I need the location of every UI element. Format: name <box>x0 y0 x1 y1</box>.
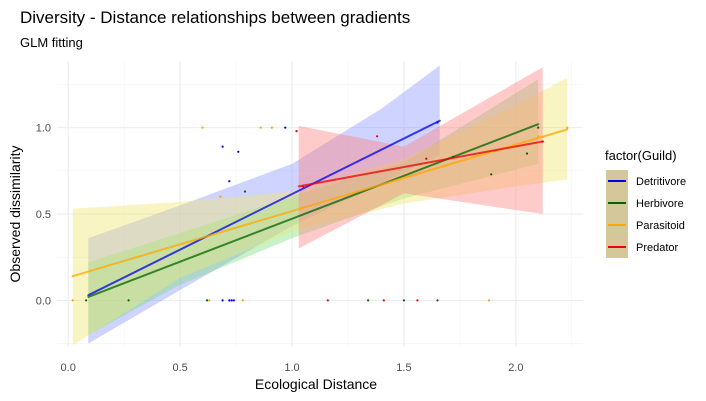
fit-line-parasitoid <box>71 128 569 278</box>
legend-item-detritivore: Detritivore <box>606 170 686 192</box>
ribbon-predator <box>298 67 543 249</box>
fit-lines <box>71 119 569 298</box>
point-predator <box>382 299 385 302</box>
x-tick-label: 2.0 <box>508 362 523 374</box>
legend-label-detritivore: Detritivore <box>636 176 686 188</box>
x-tick-label: 1.0 <box>284 362 299 374</box>
ribbon-detritivore <box>88 65 440 344</box>
point-detritivore <box>228 180 231 183</box>
point-parasitoid <box>219 195 222 198</box>
chart-subtitle: GLM fitting <box>20 35 83 50</box>
x-tick-label: 0.5 <box>172 362 187 374</box>
point-parasitoid <box>566 126 569 129</box>
y-axis-ticks: 0.0 0.5 1.0 <box>36 123 51 308</box>
y-tick-label: 0.0 <box>36 295 51 307</box>
point-herbivore <box>537 126 540 129</box>
point-predator <box>295 130 298 133</box>
point-herbivore <box>402 299 405 302</box>
x-tick-label: 1.5 <box>396 362 411 374</box>
point-detritivore <box>232 299 235 302</box>
ribbon-herbivore <box>88 79 539 335</box>
point-herbivore <box>127 299 130 302</box>
point-predator <box>425 157 428 160</box>
point-herbivore <box>525 152 529 155</box>
chart-title: Diversity - Distance relationships betwe… <box>20 8 410 27</box>
legend-item-herbivore: Herbivore <box>606 192 684 214</box>
legend: factor(Guild) Detritivore Herbivore Parasi… <box>605 148 686 258</box>
point-parasitoid <box>241 299 244 302</box>
legend-label-parasitoid: Parasitoid <box>636 220 685 232</box>
x-axis-title: Ecological Distance <box>255 376 377 392</box>
point-parasitoid <box>208 299 211 302</box>
point-parasitoid <box>270 126 273 129</box>
x-tick-label: 0.0 <box>61 362 76 374</box>
fit-line-detritivore <box>87 119 441 297</box>
point-predator <box>326 299 329 302</box>
point-herbivore <box>243 190 247 193</box>
legend-label-predator: Predator <box>636 242 679 254</box>
point-detritivore <box>230 299 233 302</box>
point-parasitoid <box>487 299 491 302</box>
legend-item-predator: Predator <box>606 236 679 258</box>
confidence-ribbons <box>72 65 568 346</box>
point-detritivore <box>221 299 224 302</box>
legend-title: factor(Guild) <box>605 148 677 163</box>
point-herbivore <box>205 299 209 302</box>
ribbon-parasitoid <box>72 77 568 346</box>
y-tick-label: 0.5 <box>36 209 51 221</box>
point-predator <box>416 299 419 302</box>
grid-minor <box>57 62 583 347</box>
point-herbivore <box>436 299 439 302</box>
point-detritivore <box>221 145 224 148</box>
point-parasitoid <box>71 299 74 302</box>
legend-items: Detritivore Herbivore Parasitoid Predator <box>606 170 686 258</box>
legend-label-herbivore: Herbivore <box>636 198 684 210</box>
point-predator <box>376 135 379 138</box>
legend-item-parasitoid: Parasitoid <box>606 214 685 236</box>
point-detritivore <box>228 299 231 302</box>
x-axis-ticks: 0.0 0.5 1.0 1.5 2.0 <box>61 362 524 374</box>
point-detritivore <box>284 126 287 129</box>
fit-line-herbivore <box>87 123 540 298</box>
point-parasitoid <box>259 126 262 129</box>
point-detritivore <box>237 150 240 153</box>
y-axis-title: Observed dissimilarity <box>7 146 23 283</box>
point-herbivore <box>367 299 370 302</box>
point-herbivore <box>490 173 493 176</box>
fit-line-predator <box>297 140 544 188</box>
point-parasitoid <box>201 126 204 129</box>
point-herbivore <box>85 299 88 302</box>
y-tick-label: 1.0 <box>36 123 51 135</box>
